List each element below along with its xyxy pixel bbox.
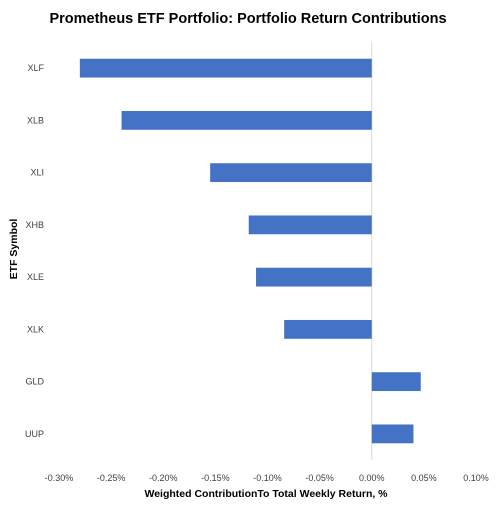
y-tick-label-xlf: XLF	[27, 63, 44, 73]
y-tick-label-gld: GLD	[25, 377, 44, 387]
x-tick-labels: -0.30% -0.25% -0.20% -0.15% -0.10% -0.05% 0.00…	[45, 473, 489, 483]
y-tick-label-uup: UUP	[25, 429, 44, 439]
bar-xlk	[284, 319, 372, 339]
bar-gld	[371, 372, 421, 392]
bars-group	[79, 58, 421, 444]
y-tick-label-xli: XLI	[30, 168, 44, 178]
x-tick-label: -0.20%	[149, 473, 178, 483]
y-tick-label-xlb: XLB	[27, 115, 44, 125]
y-tick-label-xle: XLE	[27, 272, 44, 282]
x-tick-label: 0.00%	[359, 473, 385, 483]
y-axis-title: ETF Symbol	[8, 219, 20, 280]
y-tick-labels: XLF XLB XLI XHB XLE XLK GLD UUP	[25, 63, 45, 439]
bar-xlb	[121, 110, 372, 130]
x-tick-label: -0.05%	[305, 473, 334, 483]
bar-xle	[256, 267, 372, 287]
x-tick-label: 0.05%	[411, 473, 437, 483]
x-tick-label: 0.10%	[463, 473, 489, 483]
x-tick-label: -0.30%	[45, 473, 74, 483]
x-tick-label: -0.10%	[253, 473, 282, 483]
y-tick-label-xlk: XLK	[27, 324, 44, 334]
x-tick-label: -0.15%	[201, 473, 230, 483]
x-tick-label: -0.25%	[97, 473, 126, 483]
chart-title: Prometheus ETF Portfolio: Portfolio Retu…	[49, 11, 446, 27]
bar-uup	[371, 424, 414, 444]
x-axis-title: Weighted ContributionTo Total Weekly Ret…	[144, 488, 388, 500]
bar-xhb	[248, 215, 372, 235]
bar-xli	[210, 163, 372, 183]
bar-xlf	[79, 58, 372, 78]
y-tick-label-xhb: XHB	[25, 220, 44, 230]
